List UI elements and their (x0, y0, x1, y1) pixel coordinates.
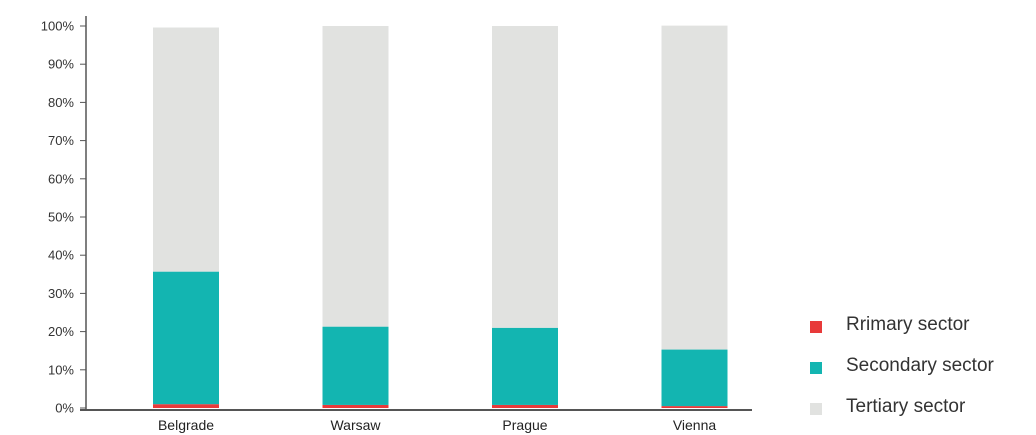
y-tick-label: 50% (48, 210, 74, 225)
y-tick-label: 20% (48, 324, 74, 339)
legend: Rrimary sector Secondary sector Tertiary… (810, 312, 1036, 435)
legend-label-primary: Rrimary sector (846, 314, 970, 335)
legend-swatch-tertiary (810, 403, 822, 415)
bar-warsaw-tertiary-sector (322, 26, 389, 327)
y-tick-label: 70% (48, 133, 74, 148)
y-tick-label: 10% (48, 362, 74, 377)
bar-belgrade-tertiary-sector (153, 27, 219, 272)
bar-belgrade-secondary-sector (153, 271, 219, 405)
bar-warsaw-rrimary-sector (322, 404, 389, 408)
bars-layer (153, 25, 728, 408)
y-tick-label: 0% (55, 401, 74, 416)
legend-swatch-secondary (810, 362, 822, 374)
bar-belgrade-rrimary-sector (153, 404, 219, 408)
legend-swatch-primary (810, 321, 822, 333)
x-label-warsaw: Warsaw (330, 417, 381, 433)
bar-prague-secondary-sector (492, 327, 558, 405)
y-axis-ticks: 0% 10% 20% 30% 40% 50% 60% 70% 80% 90% 100% (41, 19, 86, 416)
y-tick-label: 90% (48, 57, 74, 72)
legend-label-tertiary: Tertiary sector (846, 396, 966, 417)
legend-label-secondary: Secondary sector (846, 355, 994, 376)
x-label-prague: Prague (502, 417, 547, 433)
x-axis-labels: Belgrade Warsaw Prague Vienna (158, 417, 716, 433)
y-tick-label: 80% (48, 95, 74, 110)
legend-item-tertiary: Tertiary sector (810, 394, 1036, 435)
x-label-belgrade: Belgrade (158, 417, 214, 433)
bar-vienna-tertiary-sector (661, 25, 728, 350)
y-tick-label: 100% (41, 19, 75, 34)
bar-warsaw-secondary-sector (322, 326, 389, 405)
x-label-vienna: Vienna (673, 417, 717, 433)
bar-vienna-secondary-sector (661, 349, 728, 407)
y-tick-label: 60% (48, 171, 74, 186)
legend-item-secondary: Secondary sector (810, 353, 1036, 394)
y-tick-label: 40% (48, 248, 74, 263)
legend-item-primary: Rrimary sector (810, 312, 1036, 353)
bar-prague-rrimary-sector (492, 404, 558, 408)
bar-prague-tertiary-sector (492, 26, 558, 328)
y-tick-label: 30% (48, 286, 74, 301)
bar-vienna-rrimary-sector (661, 406, 728, 408)
